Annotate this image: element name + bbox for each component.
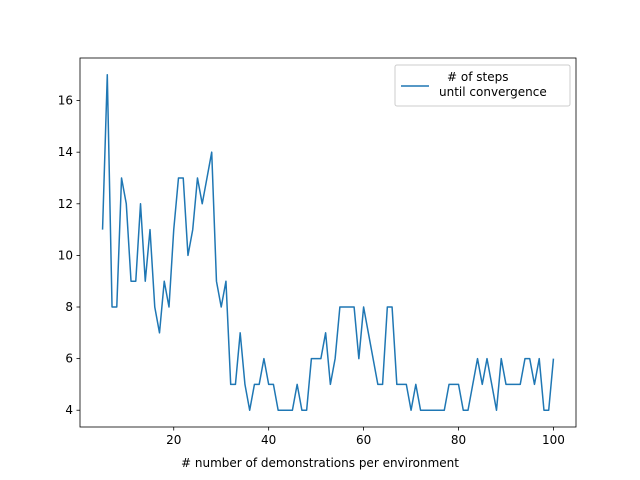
x-tick-label: 100 <box>542 433 565 447</box>
y-tick-label: 14 <box>58 145 73 159</box>
x-axis-label: # number of demonstrations per environme… <box>181 456 459 470</box>
y-tick-label: 10 <box>58 248 73 262</box>
axes-frame <box>79 57 577 428</box>
x-tick-label: 40 <box>261 433 276 447</box>
legend-box <box>394 64 571 107</box>
x-tick-label: 60 <box>356 433 371 447</box>
y-tick-label: 16 <box>58 94 73 108</box>
series-line-0 <box>101 74 555 411</box>
y-axis: 4 6 8 10 12 14 16 <box>58 94 80 417</box>
y-tick-label: 6 <box>65 352 73 366</box>
y-tick-label: 12 <box>58 197 73 211</box>
y-tick-label: 4 <box>65 403 73 417</box>
legend-label-0: # of steps until convergence <box>439 70 547 99</box>
legend: # of steps until convergence <box>394 64 571 107</box>
x-tick-label: 20 <box>166 433 181 447</box>
y-tick-label: 8 <box>65 300 73 314</box>
x-axis: 20 40 60 80 100 <box>166 427 565 447</box>
plot-area <box>79 57 577 428</box>
x-tick-label: 80 <box>451 433 466 447</box>
